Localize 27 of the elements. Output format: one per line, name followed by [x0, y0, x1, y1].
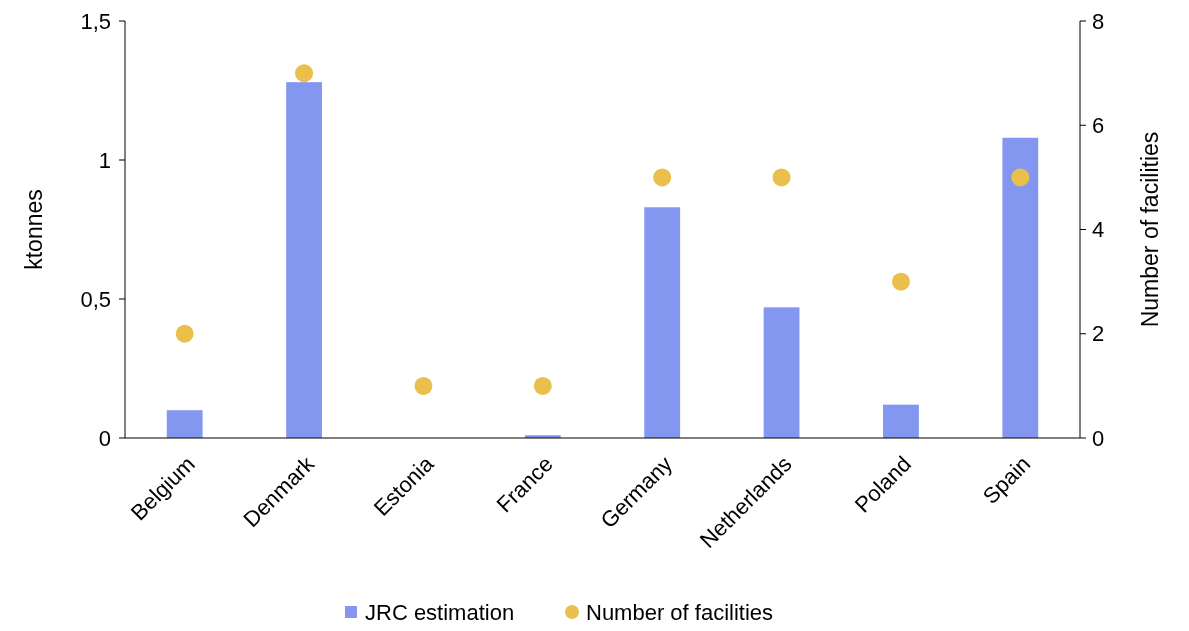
bar — [883, 404, 919, 438]
legend-label: Number of facilities — [586, 599, 774, 625]
bar — [286, 82, 322, 438]
y2-tick-label: 2 — [1092, 321, 1105, 347]
y2-tick-label: 8 — [1092, 8, 1105, 34]
point — [175, 324, 194, 343]
y-tick-label: 1,5 — [80, 8, 111, 34]
bar — [644, 207, 681, 438]
point — [1011, 168, 1030, 187]
point — [772, 168, 791, 187]
y2-tick-label: 6 — [1092, 112, 1105, 138]
point — [533, 376, 552, 395]
point — [653, 168, 672, 187]
bar — [166, 410, 203, 438]
point — [295, 64, 314, 83]
y-tick-label: 1 — [98, 147, 111, 173]
bar — [1002, 137, 1039, 438]
y2-tick-label: 0 — [1092, 425, 1105, 451]
bar — [763, 307, 800, 438]
y-axis-title: ktonnes — [21, 189, 47, 270]
point — [891, 272, 910, 291]
y2-tick-label: 4 — [1092, 217, 1105, 243]
point — [414, 376, 433, 395]
y-tick-label: 0 — [98, 425, 111, 451]
y-tick-label: 0,5 — [80, 286, 111, 312]
y2-axis-title: Number of facilities — [1137, 131, 1163, 328]
legend-label: JRC estimation — [365, 599, 515, 625]
